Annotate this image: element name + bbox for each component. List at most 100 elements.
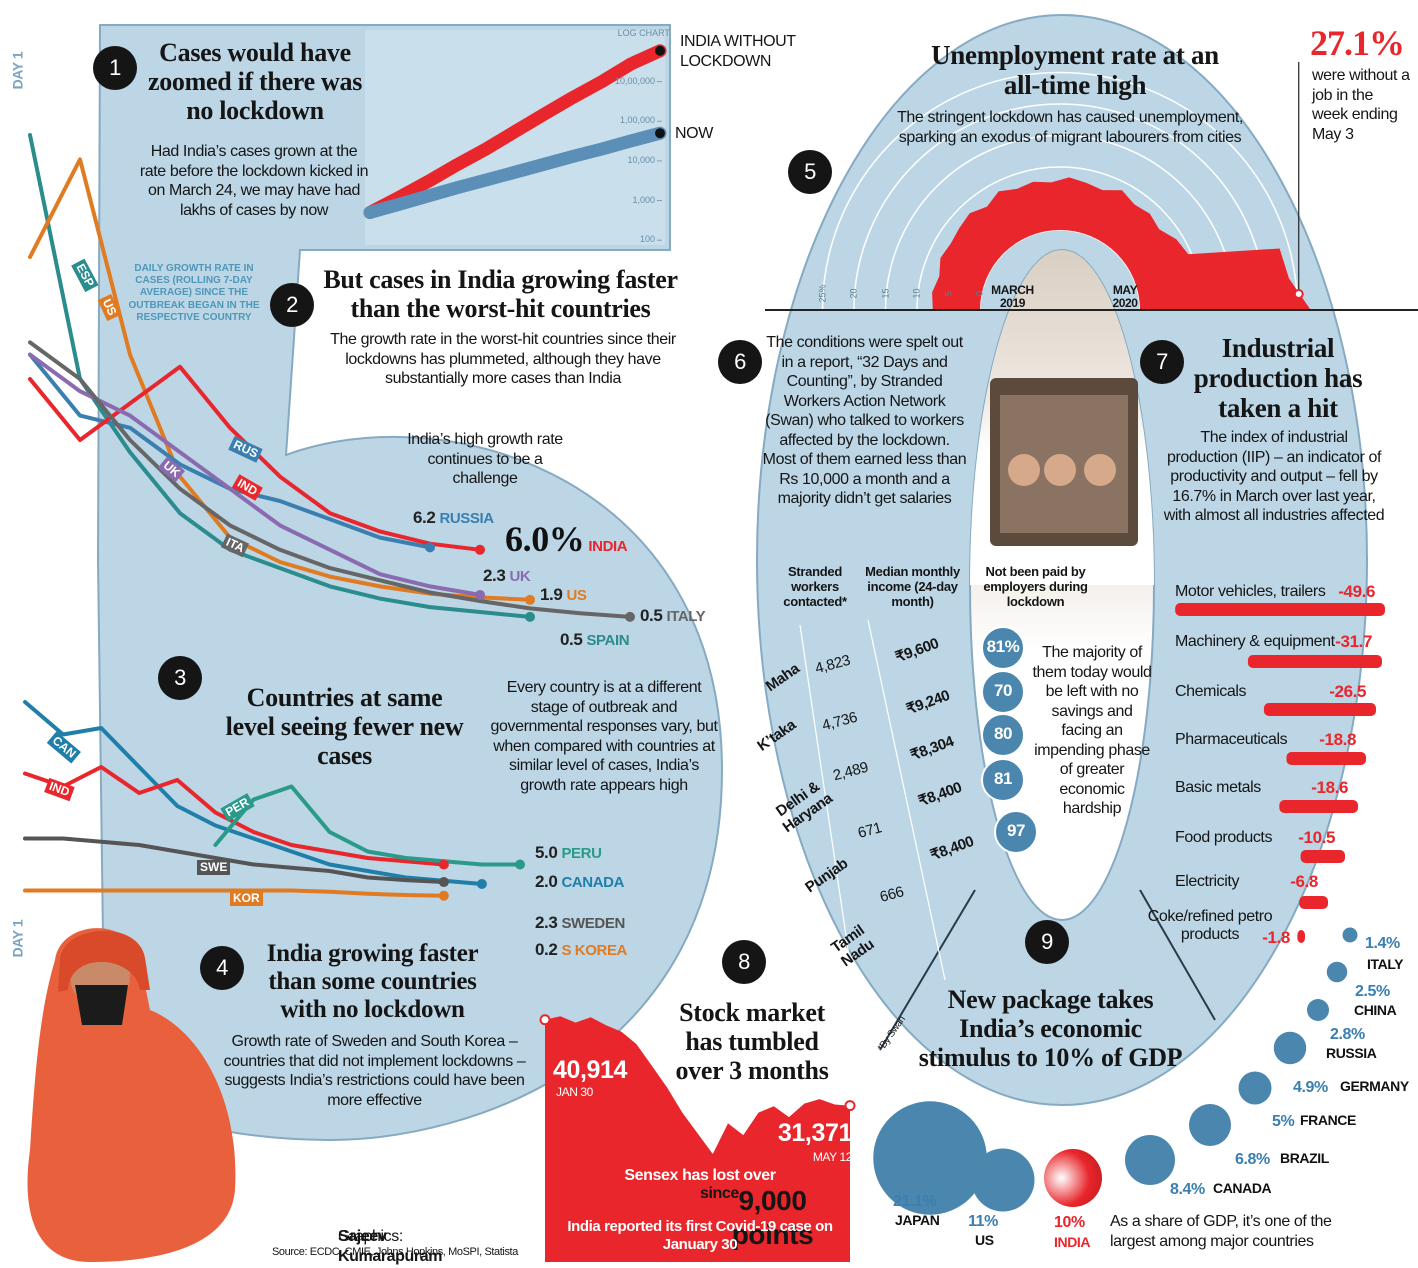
end-dot [1295, 290, 1303, 298]
title: Countries at same level seeing fewer new… [222, 683, 467, 770]
bar [1286, 752, 1366, 765]
caption: India reported its first Covid-19 case o… [560, 1218, 840, 1255]
r-tick-label: 10 [912, 279, 923, 307]
table-header: Not been paid by employers during lockdo… [978, 565, 1093, 610]
bubble-value: 8.4% [1170, 1180, 1205, 1200]
end-dot [439, 860, 449, 870]
end-name: US [566, 587, 586, 604]
badge-number: 8 [722, 940, 766, 984]
badge-number: 6 [718, 340, 762, 384]
r-tick-label: 25% [817, 279, 828, 307]
badge-number: 1 [93, 46, 137, 90]
legend-label: NOW [675, 124, 735, 144]
end-value: 6.2 [413, 508, 435, 527]
bubble [1125, 1135, 1175, 1185]
end-value: 2.3 [535, 913, 557, 932]
day-label: DAY 1 [9, 41, 26, 101]
end-dot [625, 612, 635, 622]
body-text: The conditions were spelt out in a repor… [762, 333, 967, 509]
end-name: UK [509, 568, 530, 585]
note: As a share of GDP, it’s one of the large… [1110, 1212, 1355, 1251]
end-name: INDIA [588, 538, 627, 555]
title: Industrial production has taken a hit [1178, 333, 1378, 424]
table-header: Stranded workers contacted* [775, 565, 855, 610]
end-value: 2.3 [483, 566, 505, 585]
end-value: 1.9 [540, 585, 562, 604]
body-text: The growth rate in the worst-hit countri… [318, 330, 688, 389]
note: The majority of them today would be left… [1032, 643, 1152, 819]
bubble-value: 2.5% [1355, 982, 1390, 1002]
bubble [1327, 962, 1348, 983]
table-cell: 97 [991, 821, 1041, 842]
r-tick-label: 0 [975, 279, 986, 307]
y-tick-label: 10,00,000 [590, 76, 655, 87]
bubble [1274, 1032, 1307, 1065]
end-name: PERU [561, 845, 601, 862]
r-tick-label: 20 [849, 279, 860, 307]
bar [1301, 850, 1345, 863]
end-label: 6.2RUSSIA [413, 508, 494, 529]
title: New package takes India’s economic stimu… [918, 985, 1183, 1072]
y-tick-label: 100 [590, 234, 655, 245]
body-text: Had India’s cases grown at the rate befo… [138, 142, 370, 220]
y-tick-label: 1,00,000 [590, 115, 655, 126]
title: But cases in India growing faster than t… [318, 265, 683, 323]
badge-number: 4 [200, 946, 244, 990]
bubble-name: JAPAN [895, 1212, 939, 1229]
bubble-value: 1.4% [1365, 934, 1400, 954]
body-text: Growth rate of Sweden and South Korea – … [212, 1032, 537, 1110]
value-label: 40,914 [553, 1055, 653, 1086]
legend-label: INDIA WITHOUT LOCKDOWN [680, 32, 800, 71]
title: India growing faster than some countries… [250, 940, 495, 1024]
end-name: SPAIN [586, 632, 629, 649]
end-dot [425, 542, 435, 552]
bar [1248, 655, 1382, 668]
date-label: JAN 30 [556, 1085, 616, 1100]
photo-face [1044, 454, 1076, 486]
bar-value: -26.5 [1306, 682, 1366, 703]
end-dot [515, 860, 525, 870]
end-name: CANADA [561, 874, 624, 891]
end-name: S KOREA [561, 942, 627, 959]
day-label: DAY 1 [9, 909, 26, 969]
end-value: 0.5 [560, 630, 582, 649]
bubble-value: 4.9% [1293, 1078, 1328, 1098]
source: Source: ECDC, CMIE, Johns Hopkins, MoSPI… [272, 1246, 532, 1259]
highlight-value: 27.1% [1310, 22, 1418, 66]
end-label: 2.0CANADA [535, 872, 624, 893]
chart-label: LOG CHART [600, 28, 670, 39]
infographic: DAY 1DAY 1123456789Cases would have zoom… [0, 0, 1418, 1268]
bubble-name: CHINA [1354, 1002, 1396, 1019]
bar-value: -31.7 [1312, 632, 1372, 653]
end-label: 0.5ITALY [640, 606, 705, 627]
end-value: 6.0% [505, 519, 584, 559]
bar [1279, 800, 1358, 813]
bubble-value: 5% [1272, 1112, 1294, 1132]
title: Cases would have zoomed if there was no … [145, 38, 365, 125]
end-value: 0.2 [535, 940, 557, 959]
bar-value: -18.6 [1288, 778, 1348, 799]
caption: Sensex has lost over [550, 1166, 850, 1186]
bar [1264, 703, 1376, 716]
end-dot [477, 879, 487, 889]
bar-value: -18.8 [1296, 730, 1356, 751]
title: Unemployment rate at an all-time high [925, 40, 1225, 100]
end-name: SWEDEN [561, 915, 624, 932]
table-cell: 81 [978, 769, 1028, 790]
bubble-name: ITALY [1367, 956, 1403, 973]
bar [1297, 930, 1305, 943]
bar [1299, 896, 1328, 909]
bubble-name: CANADA [1213, 1180, 1271, 1197]
bar-value: -6.8 [1258, 872, 1318, 893]
table-header: Median monthly income (24-day month) [855, 565, 970, 610]
end-dot [475, 545, 485, 555]
bubble-name: BRAZIL [1280, 1150, 1329, 1167]
table-cell: 81% [978, 637, 1028, 658]
end-value: 2.0 [535, 872, 557, 891]
end-value: 0.5 [640, 606, 662, 625]
bubble-value: 21.1% [893, 1192, 936, 1212]
body-text: The index of industrial production (IIP)… [1163, 428, 1385, 526]
end-dot [439, 891, 449, 901]
date-label: MAY 12 [792, 1150, 852, 1165]
